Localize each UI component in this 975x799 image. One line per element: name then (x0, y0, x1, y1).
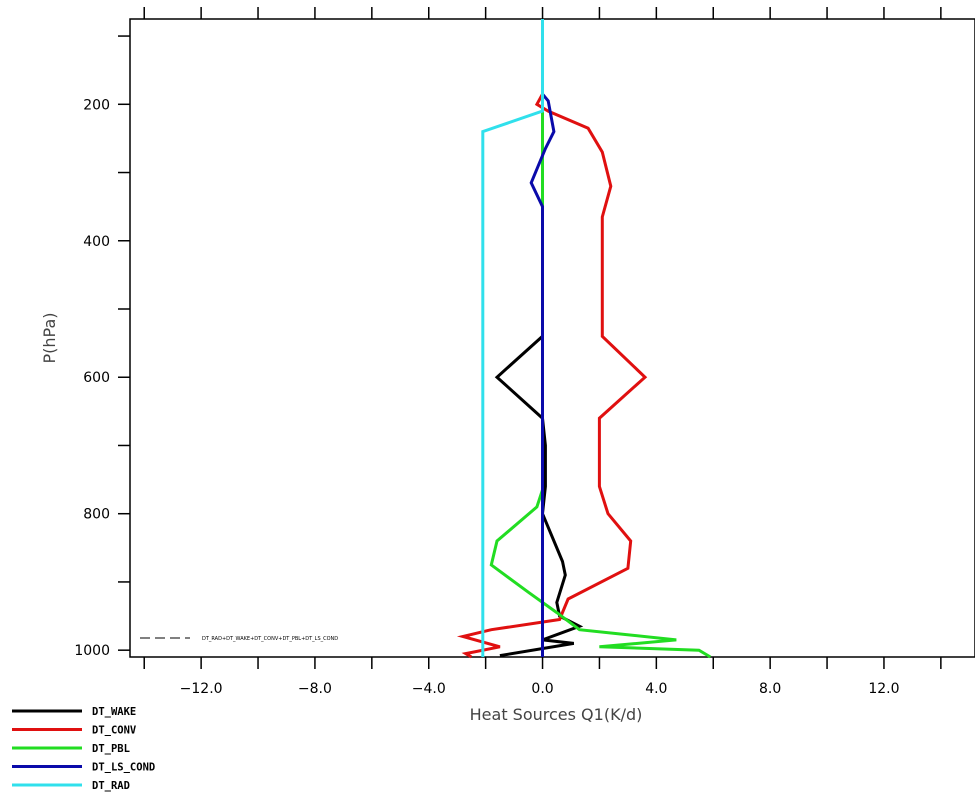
x-tick-labels: −12.0 −8.0 −4.0 0.0 4.0 8.0 12.0 (180, 681, 900, 697)
legend-label: DT_CONV (92, 725, 137, 737)
legend-label: DT_PBL (92, 743, 130, 755)
legend-label: DT_LS_COND (92, 762, 155, 774)
series-line-dt-rad (481, 19, 544, 657)
y-tick-label: 800 (83, 507, 110, 523)
x-axis-title: Heat Sources Q1(K/d) (470, 705, 643, 724)
x-tick-label: 12.0 (868, 681, 899, 697)
x-tick-label: 8.0 (759, 681, 781, 697)
series-lines (456, 19, 712, 659)
axis-ticks (118, 7, 942, 669)
x-tick-label: −4.0 (412, 681, 446, 697)
y-tick-label: 1000 (74, 643, 110, 659)
y-tick-labels: 200 400 600 800 1000 (74, 97, 110, 659)
plot-frame (129, 18, 975, 658)
series-line-dt-wake (494, 19, 584, 658)
legend-label: DT_WAKE (92, 706, 136, 718)
x-tick-label: −8.0 (298, 681, 332, 697)
series-line-dt-pbl (489, 19, 712, 659)
legend-label: DT_RAD (92, 780, 130, 792)
y-tick-label: 600 (83, 370, 110, 386)
x-tick-label: 0.0 (531, 681, 553, 697)
y-axis-title: P(hPa) (40, 312, 59, 363)
inline-sum-label: DT_RAD+DT_WAKE+DT_CONV+DT_PBL+DT_LS_COND (202, 636, 338, 642)
series-line-dt-conv (456, 19, 648, 659)
y-tick-label: 400 (83, 234, 110, 250)
legend: DT_WAKE DT_CONV DT_PBL DT_LS_COND DT_RAD (12, 706, 155, 792)
x-tick-label: −12.0 (180, 681, 223, 697)
y-tick-label: 200 (83, 97, 110, 113)
x-tick-label: 4.0 (645, 681, 667, 697)
